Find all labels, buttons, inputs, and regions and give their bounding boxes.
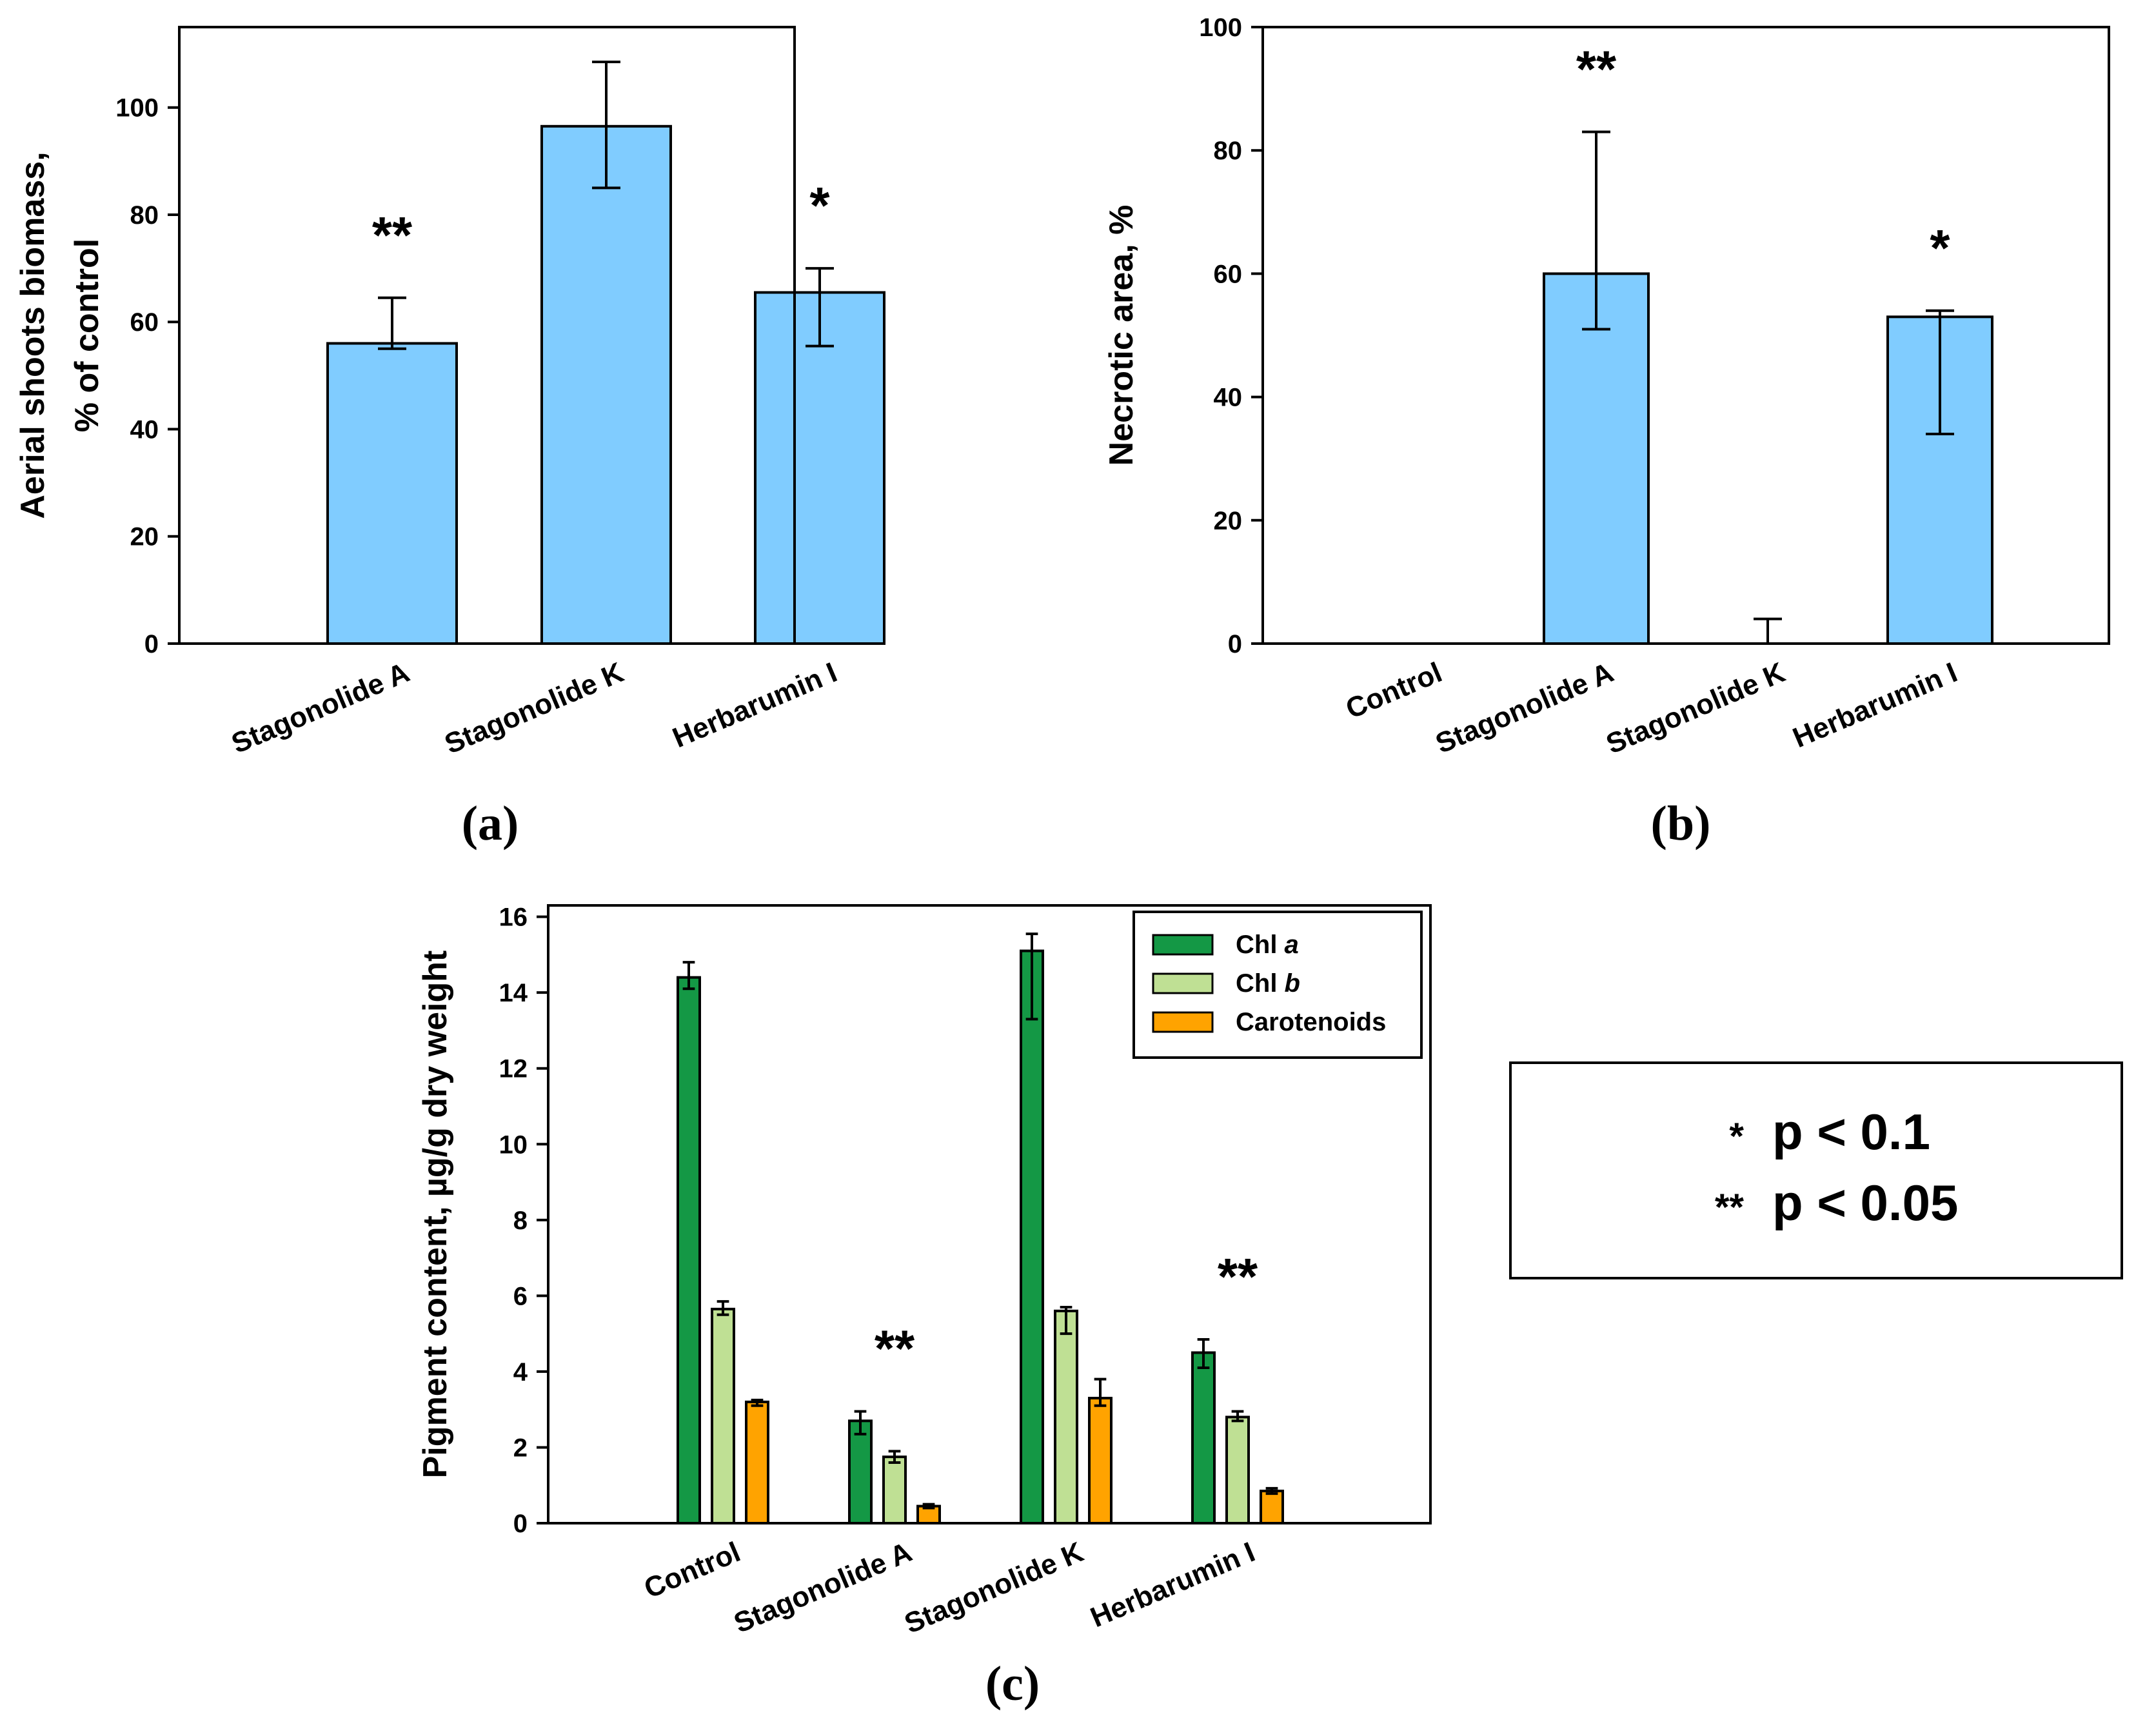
- bar: [326, 342, 458, 645]
- legend-swatch: [1152, 972, 1214, 994]
- y-tick-label: 80: [1214, 137, 1243, 165]
- y-tick-label: 20: [1214, 507, 1243, 535]
- plot-frame: [178, 26, 796, 645]
- y-tick-label: 40: [130, 415, 159, 444]
- significance-row-2: ** p < 0.05: [1512, 1174, 2121, 1232]
- y-tick-label: 80: [130, 201, 159, 230]
- category-label: Herbarumin I: [1086, 1536, 1260, 1633]
- plot-frame: [1261, 26, 2110, 645]
- y-tick-label: 4: [513, 1358, 528, 1386]
- significance-marker: **: [1218, 1248, 1258, 1305]
- y-tick-label: 0: [513, 1510, 528, 1538]
- bar: [540, 124, 672, 645]
- category-label: Herbarumin I: [1788, 656, 1962, 754]
- y-tick-label: 60: [130, 308, 159, 337]
- legend-label-main: Chl: [1236, 969, 1285, 998]
- category-label: Herbarumin I: [668, 656, 842, 754]
- y-tick-label: 0: [1228, 630, 1242, 658]
- plot-frame: [547, 904, 1432, 1524]
- category-label: Stagonolide A: [729, 1536, 916, 1639]
- y-tick-label: 6: [513, 1282, 528, 1310]
- significance-row-1: * p < 0.1: [1512, 1103, 2121, 1161]
- y-tick-label: 2: [513, 1434, 528, 1462]
- y-axis-label: % of control: [68, 239, 106, 432]
- legend-label-italic: b: [1285, 969, 1300, 998]
- y-tick-label: 16: [499, 903, 528, 932]
- legend-label: Carotenoids: [1236, 1008, 1386, 1036]
- y-tick-label: 100: [115, 94, 159, 123]
- bar: [1225, 1415, 1250, 1524]
- significance-symbol: *: [1729, 1116, 1744, 1158]
- y-axis-label: Pigment content, µg/g dry weight: [417, 951, 454, 1479]
- significance-marker: **: [1576, 41, 1617, 98]
- category-label: Stagonolide A: [1431, 656, 1618, 760]
- legend-label-main: Carotenoids: [1236, 1008, 1386, 1036]
- category-label: Stagonolide K: [440, 656, 628, 760]
- significance-marker: *: [809, 177, 830, 234]
- y-axis-label: Aerial shoots biomass,: [14, 152, 52, 518]
- y-tick-label: 12: [499, 1055, 528, 1083]
- legend-label: Chl a: [1236, 931, 1299, 959]
- category-label: Stagonolide K: [900, 1536, 1088, 1640]
- significance-marker: *: [1930, 219, 1950, 277]
- panel-label: (b): [1651, 796, 1711, 851]
- category-label: Stagonolide A: [227, 656, 414, 760]
- bar: [882, 1455, 907, 1524]
- legend-label: Chl b: [1236, 969, 1300, 998]
- bar: [1020, 949, 1044, 1524]
- y-tick-label: 20: [130, 523, 159, 551]
- bar: [1543, 272, 1650, 645]
- bar: [677, 976, 701, 1524]
- y-tick-label: 14: [499, 979, 528, 1007]
- y-tick-label: 40: [1214, 384, 1243, 412]
- legend-swatch: [1152, 1011, 1214, 1033]
- y-tick-label: 10: [499, 1130, 528, 1159]
- significance-text: p < 0.1: [1772, 1103, 1930, 1160]
- bar: [1191, 1351, 1216, 1524]
- category-label: Stagonolide K: [1601, 656, 1790, 760]
- panel-label: (c): [985, 1657, 1040, 1711]
- legend-swatch: [1152, 934, 1214, 956]
- bar: [1260, 1490, 1284, 1525]
- category-label: Control: [1341, 656, 1447, 725]
- panel-a-chart: 0 20 40 60 80 100 Stagonolide A Stagonolide K He…: [14, 26, 885, 851]
- bar: [1088, 1397, 1112, 1524]
- y-axis-label: Necrotic area, %: [1103, 205, 1140, 466]
- significance-legend: * p < 0.1 ** p < 0.05: [1509, 1061, 2123, 1279]
- legend-label-italic: a: [1285, 931, 1299, 959]
- bar: [711, 1307, 735, 1524]
- significance-text: p < 0.05: [1772, 1174, 1959, 1231]
- y-tick-label: 100: [1199, 14, 1242, 42]
- legend-label-main: Chl: [1236, 931, 1285, 959]
- category-label: Control: [640, 1536, 745, 1604]
- bar: [745, 1400, 769, 1524]
- significance-marker: **: [372, 206, 413, 264]
- panel-label: (a): [462, 796, 519, 851]
- y-tick-label: 8: [513, 1207, 528, 1235]
- y-tick-label: 0: [144, 630, 159, 658]
- bar: [1054, 1309, 1078, 1525]
- significance-symbol: **: [1714, 1187, 1744, 1228]
- significance-marker: **: [875, 1320, 915, 1377]
- bar: [754, 291, 885, 645]
- y-tick-label: 60: [1214, 260, 1243, 288]
- bar: [848, 1419, 873, 1525]
